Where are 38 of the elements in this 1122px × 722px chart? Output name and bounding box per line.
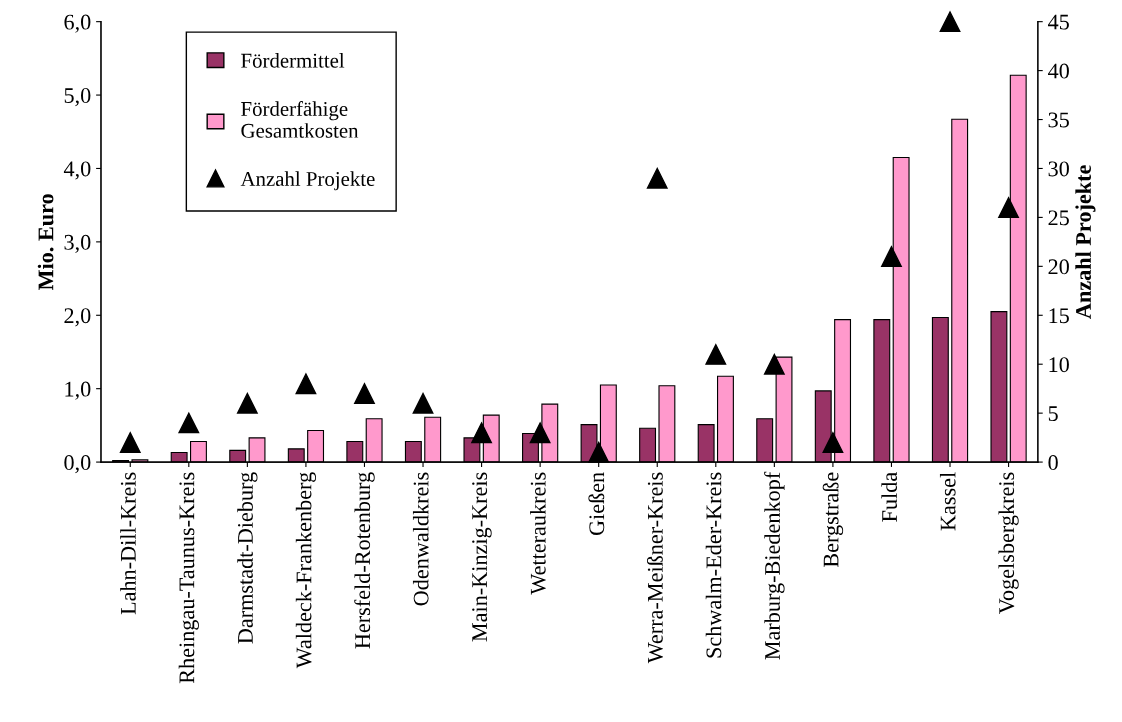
x-tick-label: Main-Kinzig-Kreis [472,472,492,642]
legend-label: Förderfähige Gesamtkosten [241,101,359,138]
x-tick-label: Kassel [939,472,956,531]
legend-label: Fördermittel [241,53,345,68]
x-tick-label: Lahn-Dill-Kreis [120,472,136,615]
y2-tick-label: 20 [1048,259,1069,275]
y-tick-label: 5,0 [64,88,91,107]
x-tick-label: Odenwaldkreis [412,472,429,606]
y2-tick-label: 45 [1048,14,1069,30]
x-tick-label: Rheingau-Taunus-Kreis [178,472,199,684]
y-tick-label: 2,0 [64,308,91,327]
x-tick-label: Wetteraukreis [530,472,546,595]
x-tick-label: Hersfeld-Rotenburg [354,472,375,649]
x-tick-label: Fulda [881,472,898,522]
y2-tick-label: 40 [1048,63,1069,79]
legend-label: Anzahl Projekte [240,171,375,191]
x-tick-label: Darmstadt-Dieburg [237,472,258,644]
y2-tick-label: 0 [1048,455,1058,471]
y2-tick-label: 10 [1049,357,1069,373]
x-tick-label: Marburg-Biedenkopf [764,471,785,660]
y-tick-label: 6,0 [64,14,91,33]
y-tick-label: 0,0 [64,455,91,474]
x-tick-label: Vogelsbergkreis [998,472,1019,614]
x-tick-label: Werra-Meißner-Kreis [646,472,663,664]
y-axis-title: Mio. Euro [37,194,54,291]
x-tick-label: Schwalm-Eder-Kreis [705,472,722,658]
x-tick-label: Bergstraße [822,472,844,568]
y-tick-label: 1,0 [65,381,91,400]
y2-tick-label: 15 [1049,308,1069,324]
y-tick-label: 3,0 [64,234,91,253]
y2-tick-label: 25 [1048,210,1069,226]
y2-tick-label: 30 [1048,161,1069,177]
x-tick-label: Waldeck-Frankenberg [295,472,317,669]
y2-tick-label: 35 [1048,112,1069,128]
x-tick-label: Gießen [588,472,605,536]
y2-tick-label: 5 [1048,406,1058,422]
y2-axis-title: Anzahl Projekte [1075,165,1096,319]
y-tick-label: 4,0 [63,161,91,180]
